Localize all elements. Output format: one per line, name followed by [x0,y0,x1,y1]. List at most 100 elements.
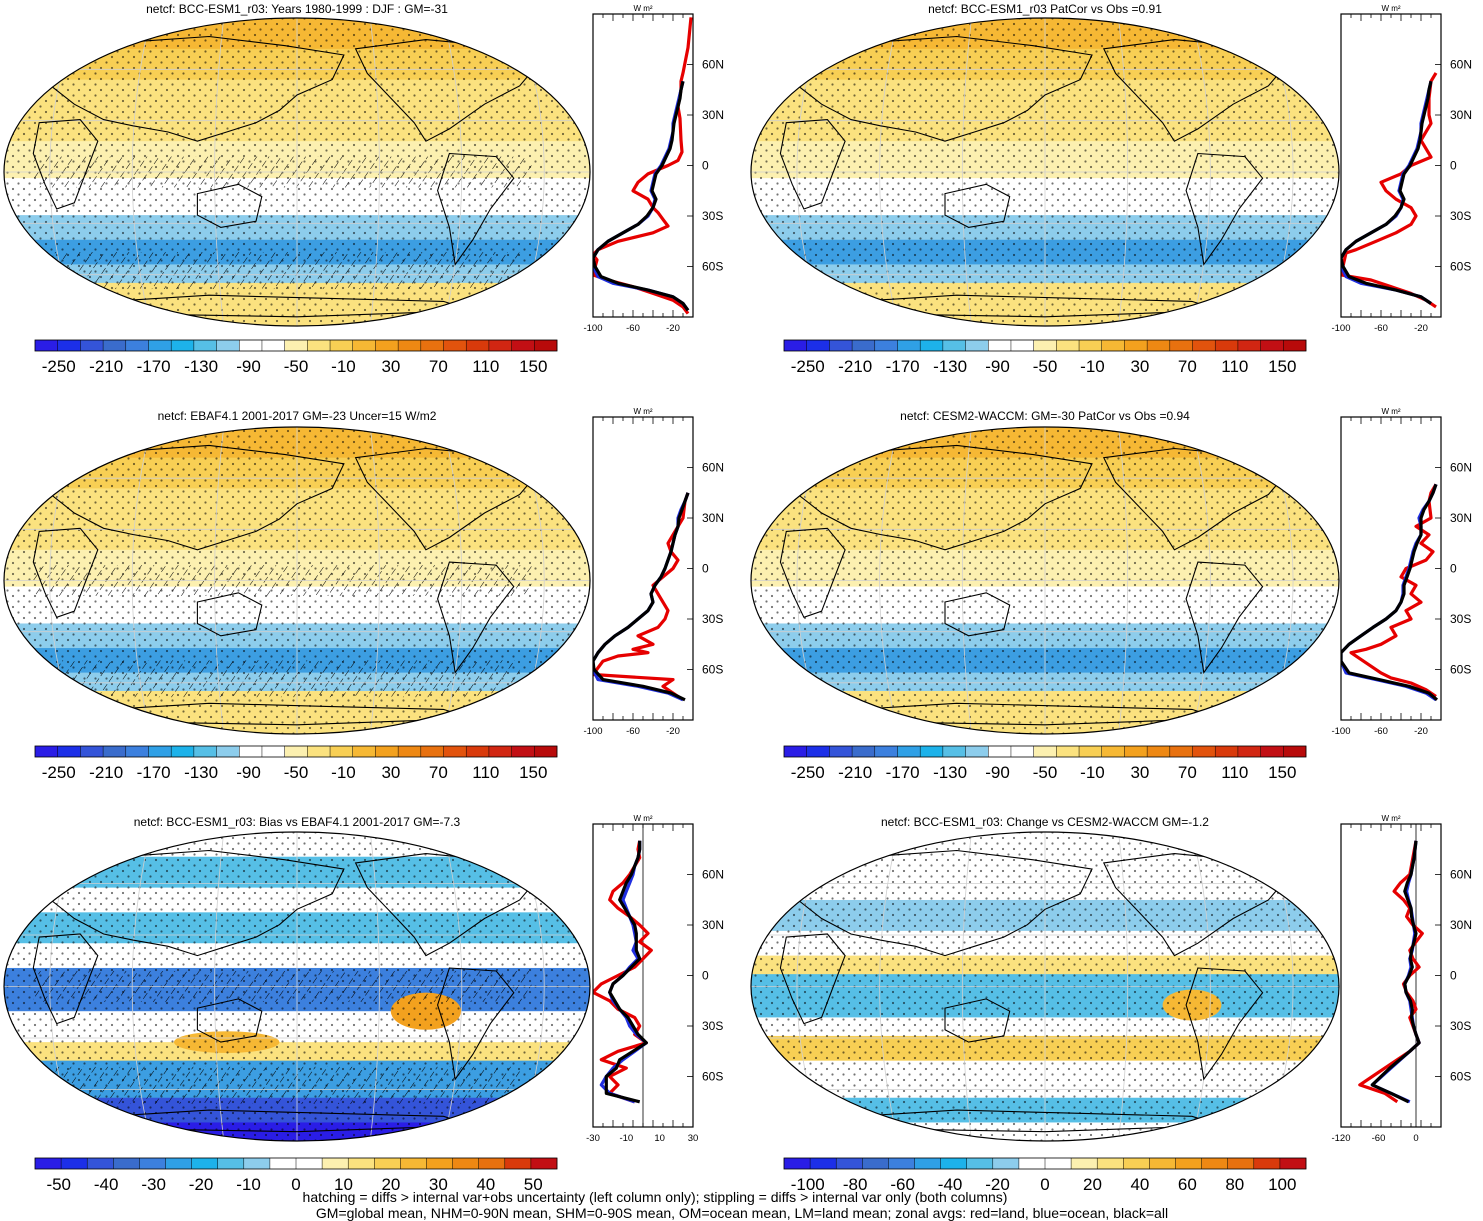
graticule-line [1118,427,1129,734]
panel-title: netcf: CESM2-WACCM: GM=-30 PatCor vs Obs… [900,409,1190,423]
colorbar-swatch [452,1158,479,1169]
colorbar-swatch [966,1158,994,1169]
profile-series-land [1358,840,1424,1104]
colorbar-tick-label: -10 [1080,357,1105,376]
colorbar-tick-label: 110 [1221,357,1248,376]
colorbar-swatch [1169,340,1193,351]
colorbar-swatch [352,746,376,757]
colorbar-swatch [216,746,240,757]
colorbar-tick-label: -210 [838,763,872,782]
zonal-profile: W m² 60N 30N 0 30S 60S -100 -60 -20 [583,4,724,334]
graticule-line [443,18,463,326]
profile-lat-label: 30S [702,209,723,223]
panel-6: netcf: BCC-ESM1_r03: Change vs CESM2-WAC… [750,814,1472,1194]
colorbar-swatch [1169,746,1193,757]
coastline [196,998,263,1043]
colorbar-swatch [103,746,127,757]
colorbar-tick-label: -90 [236,357,261,376]
colorbar-tick-label: 60 [1178,1175,1197,1194]
profile-x-tick-label: -100 [1331,323,1350,334]
profile-lat-label: 30N [1450,511,1472,525]
profile-lat-label: 0 [702,969,709,983]
colorbar-swatch [942,340,966,351]
colorbar-tick-label: -20 [985,1175,1010,1194]
colorbar-swatch [193,746,217,757]
colorbar-swatch [1071,1158,1098,1169]
profile-lat-label: 60S [1450,1070,1471,1084]
graticule-line [443,427,463,734]
colorbar-swatch [965,340,989,351]
colorbar-tick-label: 150 [519,357,547,376]
colorbar-swatch [420,746,444,757]
colorbar-tick-label: 70 [429,357,448,376]
colorbar-swatch [57,340,81,351]
colorbar-tick-label: 100 [1268,1175,1296,1194]
profile-x-tick-label: -60 [626,323,640,334]
coastline [32,933,99,1025]
colorbar-swatch [810,1158,837,1169]
map-panel [750,831,1340,1142]
profile-series-land [593,492,690,702]
profile-unit-label: W m² [1381,814,1400,823]
profile-series-land [593,17,693,315]
colorbar-tick-label: -10 [1080,763,1105,782]
colorbar-tick-label: 0 [1040,1175,1049,1194]
colorbar-tick-label: 150 [1268,763,1296,782]
colorbar-swatch [191,1158,218,1169]
colorbar-swatch [1253,1158,1281,1169]
profile-lat-label: 0 [702,562,709,576]
coastline [791,35,1093,142]
colorbar-swatch [352,340,376,351]
colorbar-swatch [261,746,285,757]
colorbar-tick-label: -130 [933,763,967,782]
profile-series-land [1349,483,1438,698]
colorbar-tick-label: 10 [334,1175,353,1194]
colorbar-swatch [784,340,807,351]
coastline [196,183,263,228]
colorbar-tick-label: -250 [791,357,825,376]
panel-title: netcf: BCC-ESM1_r03: Change vs CESM2-WAC… [881,815,1209,829]
coastline [779,527,846,618]
colorbar-swatch [1079,746,1103,757]
colorbar-tick-label: 0 [291,1175,300,1194]
colorbar-swatch [243,1158,271,1169]
profile-x-tick-label: -100 [1331,726,1350,737]
colorbar-swatch [284,746,308,757]
map-border [3,831,591,1142]
colorbar-swatch [239,340,263,351]
profile-lat-label: 30S [702,612,723,626]
profile-lat-label: 30N [1450,108,1472,122]
colorbar-swatch [1260,340,1284,351]
colorbar-swatch [125,746,149,757]
coastline [1185,561,1264,675]
colorbar-swatch [171,746,195,757]
colorbar-swatch [193,340,217,351]
colorbar-tick-label: 110 [1221,763,1248,782]
graticule-line [961,427,972,734]
colorbar-frame [783,745,1307,758]
colorbar: -250 -210 -170 -130 -90 -50 -10 30 70 110 150 [783,745,1307,782]
colorbar-swatch [443,340,467,351]
graticule-line [1191,18,1211,326]
colorbar-tick-label: -250 [791,763,825,782]
colorbar-swatch [61,1158,88,1169]
colorbar-tick-label: -50 [46,1175,71,1194]
profile-frame [1340,13,1442,318]
colorbar-swatch [216,340,240,351]
colorbar-swatch [784,746,807,757]
profile-x-tick-label: -60 [626,726,640,737]
graticule-line [369,832,380,1141]
colorbar-tick-label: 30 [381,357,400,376]
map-panel [750,426,1340,735]
zonal-profile: W m² 60N 30N 0 30S 60S -100 -60 -20 [583,407,724,737]
profile-lat-label: 60S [1450,663,1471,677]
colorbar-swatch [426,1158,453,1169]
graticule-line [443,832,463,1141]
profile-frame [1340,823,1442,1128]
colorbar-swatch [965,746,989,757]
colorbar-swatch [534,746,558,757]
colorbar-tick-label: 40 [476,1175,495,1194]
profile-x-tick-label: -20 [1414,323,1428,334]
hatch-overlay [50,252,520,290]
hatch-overlay [50,1066,520,1104]
